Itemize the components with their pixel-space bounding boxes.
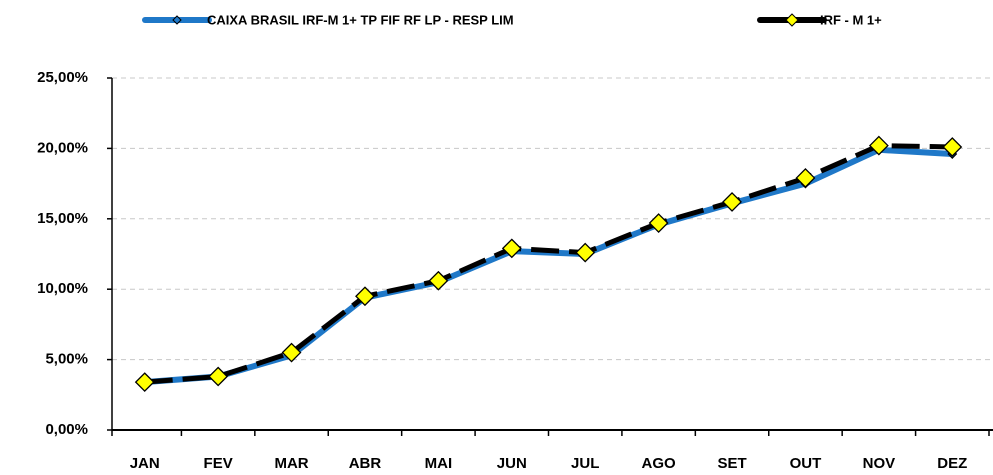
y-tick-label: 5,00% [45,351,88,368]
point-marker [134,372,155,393]
point-marker [428,270,449,291]
x-tick-label: SET [717,455,746,472]
point-marker [281,342,302,363]
point-marker [575,242,596,263]
point-marker [208,366,229,387]
x-tick-label: JUN [497,455,527,472]
point-marker [355,286,375,307]
x-tick-label: FEV [204,455,233,472]
point-marker [942,137,963,157]
y-tick-label: 10,00% [37,280,88,297]
x-tick-label: OUT [790,455,822,472]
y-tick-label: 20,00% [37,139,88,156]
x-tick-label: MAI [425,455,453,472]
point-marker [501,238,522,259]
x-tick-label: AGO [642,455,677,472]
x-tick-label: DEZ [937,455,967,472]
legend-label: IRF - M 1+ [820,12,882,27]
point-marker [795,168,816,188]
x-tick-label: MAR [274,455,308,472]
point-marker [722,191,742,212]
x-tick-label: JUL [571,455,599,472]
point-marker [648,213,669,233]
y-tick-label: 25,00% [37,69,88,86]
y-tick-label: 15,00% [37,210,88,227]
legend-marker [172,15,182,25]
x-tick-label: NOV [863,455,896,472]
series-line [144,146,953,386]
y-tick-label: 0,00% [45,421,88,438]
legend-marker [785,13,799,27]
series-line [144,143,953,385]
point-marker [868,135,889,156]
x-tick-label: ABR [349,455,382,472]
x-tick-label: JAN [130,455,160,472]
legend-label: CAIXA BRASIL IRF-M 1+ TP FIF RF LP - RES… [207,12,514,27]
